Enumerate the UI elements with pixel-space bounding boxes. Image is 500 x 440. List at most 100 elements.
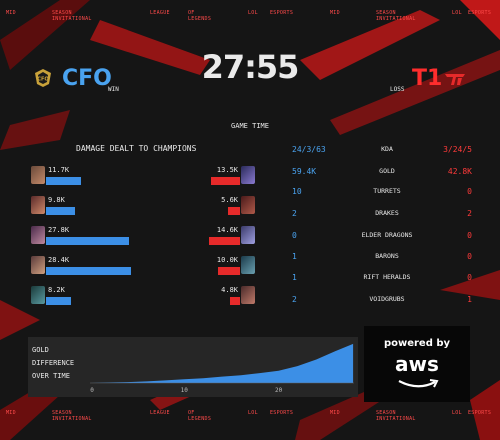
ticker-item: ESPORTS — [270, 10, 294, 16]
stat-left-value: 1 — [292, 273, 297, 282]
left-damage-bar — [46, 207, 76, 215]
stat-row-drakes: 2 DRAKES 2 — [292, 209, 472, 221]
gold-difference-chart: 0 10 20 — [90, 343, 354, 393]
stat-row-voidgrubs: 2 VOIDGRUBS 1 — [292, 295, 472, 307]
ticker-item: MID — [6, 10, 16, 16]
left-champion-portrait — [31, 286, 45, 304]
stat-left-value: 1 — [292, 252, 297, 261]
right-champion-portrait — [241, 226, 255, 244]
right-damage-bar — [218, 267, 240, 275]
stat-row-gold: 59.4K GOLD 42.8K — [292, 167, 472, 179]
stat-left-value: 24/3/63 — [292, 145, 326, 154]
svg-text:CFO: CFO — [37, 77, 48, 83]
gold-difference-label-line: OVER TIME — [32, 372, 70, 380]
right-damage-value: 4.8K — [221, 286, 238, 294]
left-champion-portrait — [31, 226, 45, 244]
stat-label: VOIDGRUBS — [369, 295, 405, 303]
right-damage-value: 10.0K — [216, 256, 238, 264]
left-damage-value: 9.8K — [48, 196, 65, 204]
aws-smile-icon — [398, 379, 439, 388]
stat-row-rift-heralds: 1 RIFT HERALDS 0 — [292, 273, 472, 285]
left-damage-value: 27.8K — [48, 226, 70, 234]
stat-right-value: 2 — [467, 209, 472, 218]
right-team-result: LOSS — [390, 86, 405, 93]
right-damage-bar — [227, 207, 240, 215]
stat-right-value: 0 — [467, 252, 472, 261]
cfo-logo: CFO — [35, 69, 51, 87]
ticker-item: LOL — [248, 410, 258, 416]
left-champion-portrait — [31, 196, 45, 214]
damage-row: 8.2K 4.8K — [0, 286, 270, 306]
left-damage-value: 11.7K — [48, 166, 70, 174]
damage-title: DAMAGE DEALT TO CHAMPIONS — [76, 144, 197, 153]
ticker-item: OF LEGENDS — [188, 10, 212, 22]
ticker-item: MID — [6, 410, 16, 416]
ticker-top: MID SEASON INVITATIONAL LEAGUE OF LEGEND… — [0, 10, 500, 32]
ticker-item: LOL — [248, 10, 258, 16]
game-clock: 27:55 — [201, 48, 300, 86]
left-champion-portrait — [31, 256, 45, 274]
right-damage-value: 14.6K — [216, 226, 238, 234]
gold-difference-label: GOLD DIFFERENCE OVER TIME — [32, 344, 92, 383]
stat-right-value: 1 — [467, 295, 472, 304]
ticker-item: LOL — [452, 410, 462, 416]
stat-label: BARONS — [375, 252, 399, 260]
stat-label: ELDER DRAGONS — [361, 231, 413, 239]
aws-sponsor-box: powered by aws — [364, 326, 470, 402]
stat-row-turrets: 10 TURRETS 0 — [292, 187, 472, 199]
stat-label: RIFT HERALDS — [363, 273, 411, 281]
ticker-item: SEASON INVITATIONAL — [52, 410, 92, 422]
stat-right-value: 0 — [467, 187, 472, 196]
ticker-item: ESPORTS — [468, 410, 492, 416]
ticker-item: LOL — [452, 10, 462, 16]
gold-difference-panel: GOLD DIFFERENCE OVER TIME 0 10 20 — [28, 337, 358, 397]
ticker-item: MID — [330, 10, 340, 16]
damage-row: 28.4K 10.0K — [0, 256, 270, 276]
damage-row: 27.8K 14.6K — [0, 226, 270, 246]
stat-left-value: 2 — [292, 209, 297, 218]
stat-right-value: 0 — [467, 231, 472, 240]
left-damage-bar — [46, 177, 82, 185]
stat-left-value: 2 — [292, 295, 297, 304]
stat-row-barons: 1 BARONS 0 — [292, 252, 472, 264]
ticker-item: ESPORTS — [468, 10, 492, 16]
stat-right-value: 42.8K — [447, 167, 472, 176]
ticker-item: SEASON INVITATIONAL — [376, 10, 416, 22]
ticker-item: SEASON INVITATIONAL — [52, 10, 92, 22]
ticker-item: MID — [330, 410, 340, 416]
ticker-item: ESPORTS — [270, 410, 294, 416]
left-damage-value: 28.4K — [48, 256, 70, 264]
left-damage-value: 8.2K — [48, 286, 65, 294]
damage-row: 9.8K 5.6K — [0, 196, 270, 216]
right-team-name: T1 — [412, 66, 443, 91]
left-team-name: CFO — [62, 66, 112, 91]
stat-left-value: 0 — [292, 231, 297, 240]
sponsor-powered-by: powered by — [383, 338, 451, 349]
left-damage-bar — [46, 237, 130, 245]
stat-label: KDA — [381, 145, 393, 153]
x-tick-label: 10 — [181, 387, 189, 393]
stat-label: GOLD — [379, 167, 395, 175]
stat-left-value: 10 — [292, 187, 302, 196]
ticker-item: SEASON INVITATIONAL — [376, 410, 416, 422]
left-team-result: WIN — [108, 86, 119, 93]
right-damage-value: 5.6K — [221, 196, 238, 204]
ticker-bottom: MID SEASON INVITATIONAL LEAGUE OF LEGEND… — [0, 410, 500, 432]
right-damage-bar — [229, 297, 240, 305]
right-champion-portrait — [241, 166, 255, 184]
ticker-item: OF LEGENDS — [188, 410, 212, 422]
left-champion-portrait — [31, 166, 45, 184]
t1-logo — [445, 74, 465, 85]
damage-row: 11.7K 13.5K — [0, 166, 270, 186]
right-champion-portrait — [241, 196, 255, 214]
stat-row-kda: 24/3/63 KDA 3/24/5 — [292, 145, 472, 157]
game-time-label: GAME TIME — [231, 122, 269, 130]
gold-difference-area — [90, 343, 354, 383]
gold-difference-label-line: GOLD — [32, 346, 49, 354]
ticker-item: LEAGUE — [150, 410, 170, 416]
right-champion-portrait — [241, 286, 255, 304]
ticker-item: LEAGUE — [150, 10, 170, 16]
stat-row-elder-dragons: 0 ELDER DRAGONS 0 — [292, 231, 472, 243]
left-damage-bar — [46, 297, 71, 305]
